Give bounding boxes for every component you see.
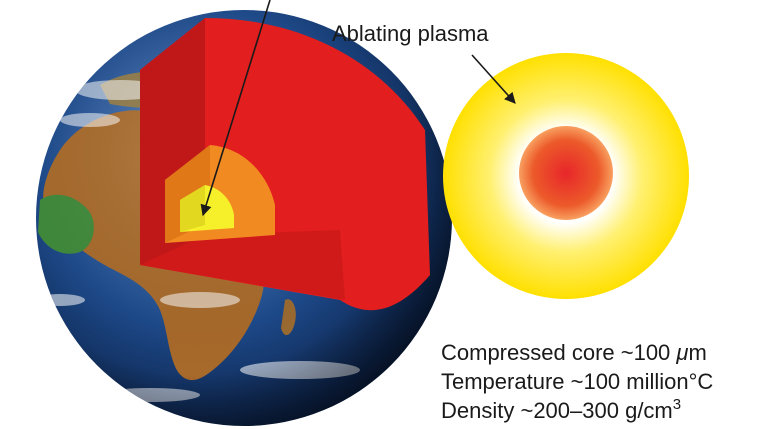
density-text: Density ~200–300 g/cm3 xyxy=(441,396,681,423)
temperature-text: Temperature ~100 million°C xyxy=(441,369,713,394)
earth-globe xyxy=(36,10,452,426)
core-size-text: Compressed core ~100 μm xyxy=(441,340,707,365)
plasma-pointer xyxy=(471,54,516,104)
compressed-core xyxy=(519,126,613,220)
earth-inner-core-side xyxy=(180,185,205,232)
earth-mantle-floor xyxy=(140,230,345,300)
plasma-label: Ablating plasma xyxy=(332,21,489,46)
fusion-target xyxy=(443,53,689,299)
earth-core-pointer xyxy=(200,0,271,217)
earth-cutaway xyxy=(140,18,430,311)
